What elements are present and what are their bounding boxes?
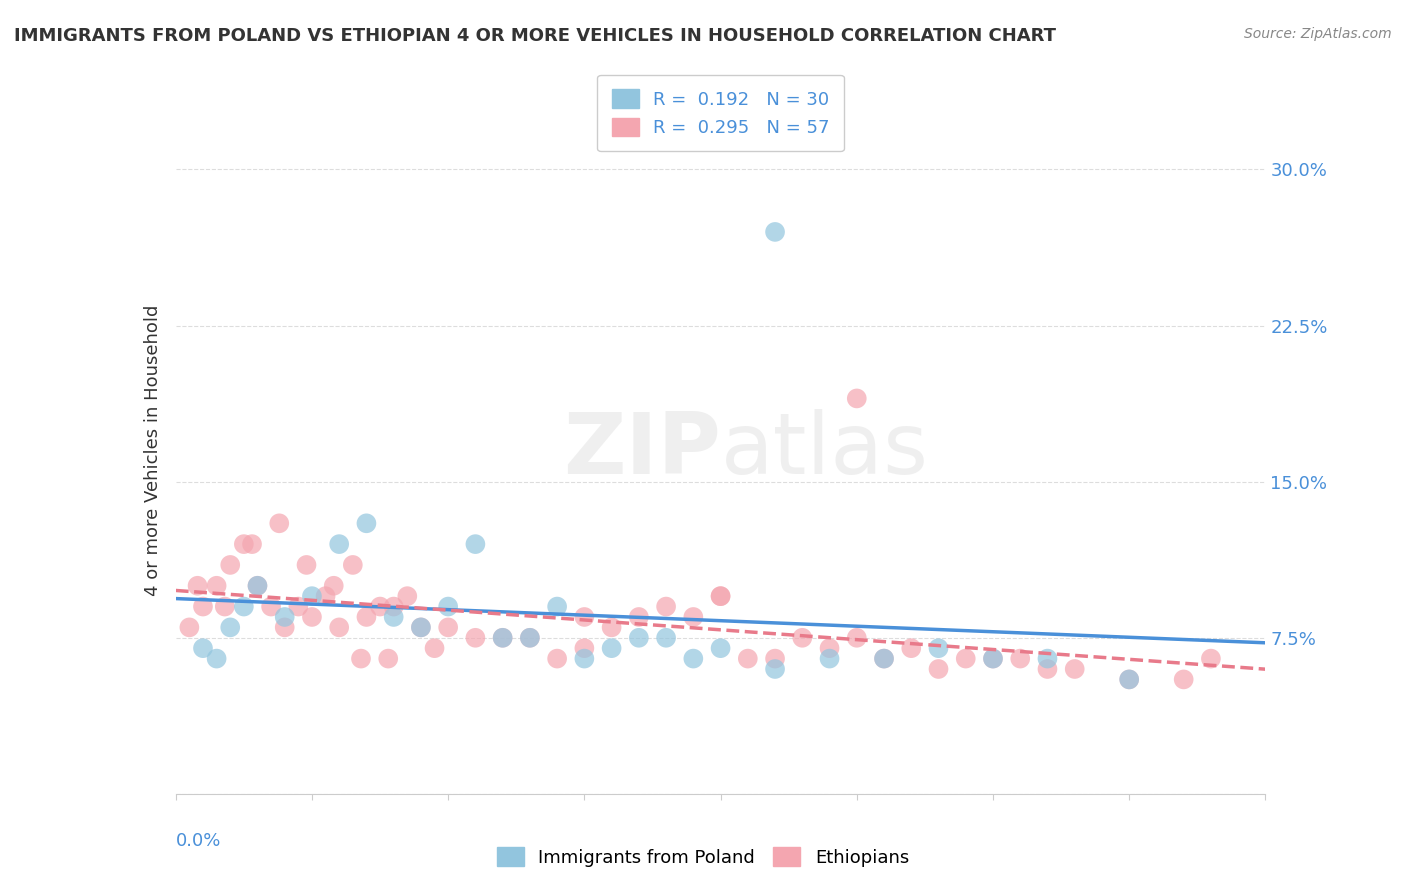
Point — [219, 558, 242, 572]
Point — [546, 599, 568, 614]
Point — [655, 631, 678, 645]
Point — [1036, 662, 1059, 676]
Point — [492, 631, 515, 645]
Point — [287, 599, 309, 614]
Point — [763, 662, 786, 676]
Point — [1173, 673, 1195, 687]
Text: ZIP: ZIP — [562, 409, 721, 492]
Point — [492, 631, 515, 645]
Point — [232, 599, 254, 614]
Point — [322, 579, 344, 593]
Point — [546, 651, 568, 665]
Point — [600, 620, 623, 634]
Point — [627, 610, 650, 624]
Legend: R =  0.192   N = 30, R =  0.295   N = 57: R = 0.192 N = 30, R = 0.295 N = 57 — [598, 75, 844, 152]
Point — [382, 599, 405, 614]
Point — [682, 610, 704, 624]
Point — [396, 589, 419, 603]
Point — [655, 599, 678, 614]
Point — [955, 651, 977, 665]
Text: Source: ZipAtlas.com: Source: ZipAtlas.com — [1244, 27, 1392, 41]
Point — [377, 651, 399, 665]
Point — [423, 641, 446, 656]
Point — [873, 651, 896, 665]
Point — [981, 651, 1004, 665]
Point — [600, 641, 623, 656]
Point — [464, 537, 486, 551]
Point — [763, 651, 786, 665]
Point — [409, 620, 432, 634]
Point — [274, 620, 297, 634]
Point — [191, 599, 214, 614]
Point — [818, 641, 841, 656]
Point — [1010, 651, 1032, 665]
Point — [368, 599, 391, 614]
Text: 0.0%: 0.0% — [176, 831, 221, 850]
Point — [232, 537, 254, 551]
Point — [315, 589, 337, 603]
Point — [928, 641, 950, 656]
Point — [464, 631, 486, 645]
Point — [763, 225, 786, 239]
Point — [328, 537, 350, 551]
Point — [274, 610, 297, 624]
Point — [519, 631, 541, 645]
Point — [682, 651, 704, 665]
Point — [205, 651, 228, 665]
Y-axis label: 4 or more Vehicles in Household: 4 or more Vehicles in Household — [143, 305, 162, 596]
Point — [818, 651, 841, 665]
Point — [1118, 673, 1140, 687]
Point — [342, 558, 364, 572]
Point — [269, 516, 291, 531]
Point — [214, 599, 236, 614]
Point — [574, 641, 596, 656]
Point — [873, 651, 896, 665]
Point — [1199, 651, 1222, 665]
Text: IMMIGRANTS FROM POLAND VS ETHIOPIAN 4 OR MORE VEHICLES IN HOUSEHOLD CORRELATION : IMMIGRANTS FROM POLAND VS ETHIOPIAN 4 OR… — [14, 27, 1056, 45]
Point — [350, 651, 373, 665]
Point — [356, 610, 378, 624]
Point — [409, 620, 432, 634]
Legend: Immigrants from Poland, Ethiopians: Immigrants from Poland, Ethiopians — [489, 840, 917, 874]
Point — [981, 651, 1004, 665]
Point — [240, 537, 263, 551]
Point — [301, 589, 323, 603]
Point — [356, 516, 378, 531]
Point — [179, 620, 201, 634]
Point — [519, 631, 541, 645]
Point — [574, 651, 596, 665]
Point — [191, 641, 214, 656]
Point — [627, 631, 650, 645]
Point — [845, 392, 868, 406]
Text: atlas: atlas — [721, 409, 928, 492]
Point — [295, 558, 318, 572]
Point — [437, 620, 460, 634]
Point — [246, 579, 269, 593]
Point — [928, 662, 950, 676]
Point — [900, 641, 922, 656]
Point — [219, 620, 242, 634]
Point — [737, 651, 759, 665]
Point — [382, 610, 405, 624]
Point — [845, 631, 868, 645]
Point — [246, 579, 269, 593]
Point — [301, 610, 323, 624]
Point — [437, 599, 460, 614]
Point — [710, 589, 733, 603]
Point — [1036, 651, 1059, 665]
Point — [710, 589, 733, 603]
Point — [260, 599, 283, 614]
Point — [186, 579, 209, 593]
Point — [1063, 662, 1085, 676]
Point — [1118, 673, 1140, 687]
Point — [710, 641, 733, 656]
Point — [792, 631, 814, 645]
Point — [205, 579, 228, 593]
Point — [574, 610, 596, 624]
Point — [328, 620, 350, 634]
